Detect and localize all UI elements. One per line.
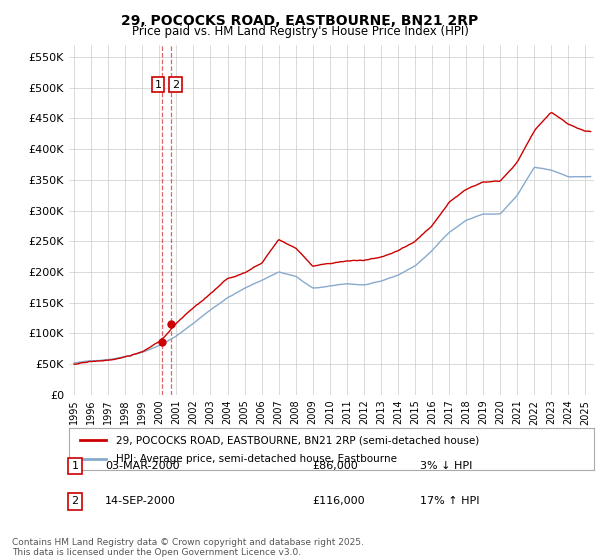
Text: 29, POCOCKS ROAD, EASTBOURNE, BN21 2RP (semi-detached house): 29, POCOCKS ROAD, EASTBOURNE, BN21 2RP (… bbox=[116, 435, 479, 445]
Text: Price paid vs. HM Land Registry's House Price Index (HPI): Price paid vs. HM Land Registry's House … bbox=[131, 25, 469, 38]
Text: 14-SEP-2000: 14-SEP-2000 bbox=[105, 496, 176, 506]
Text: 2: 2 bbox=[172, 80, 179, 90]
Text: 3% ↓ HPI: 3% ↓ HPI bbox=[420, 461, 472, 471]
Text: 17% ↑ HPI: 17% ↑ HPI bbox=[420, 496, 479, 506]
Text: 2: 2 bbox=[71, 496, 79, 506]
Text: 03-MAR-2000: 03-MAR-2000 bbox=[105, 461, 179, 471]
Text: Contains HM Land Registry data © Crown copyright and database right 2025.
This d: Contains HM Land Registry data © Crown c… bbox=[12, 538, 364, 557]
Text: 29, POCOCKS ROAD, EASTBOURNE, BN21 2RP: 29, POCOCKS ROAD, EASTBOURNE, BN21 2RP bbox=[121, 14, 479, 28]
Text: HPI: Average price, semi-detached house, Eastbourne: HPI: Average price, semi-detached house,… bbox=[116, 454, 397, 464]
Text: £116,000: £116,000 bbox=[312, 496, 365, 506]
Text: 1: 1 bbox=[71, 461, 79, 471]
Text: £86,000: £86,000 bbox=[312, 461, 358, 471]
Text: 1: 1 bbox=[154, 80, 161, 90]
